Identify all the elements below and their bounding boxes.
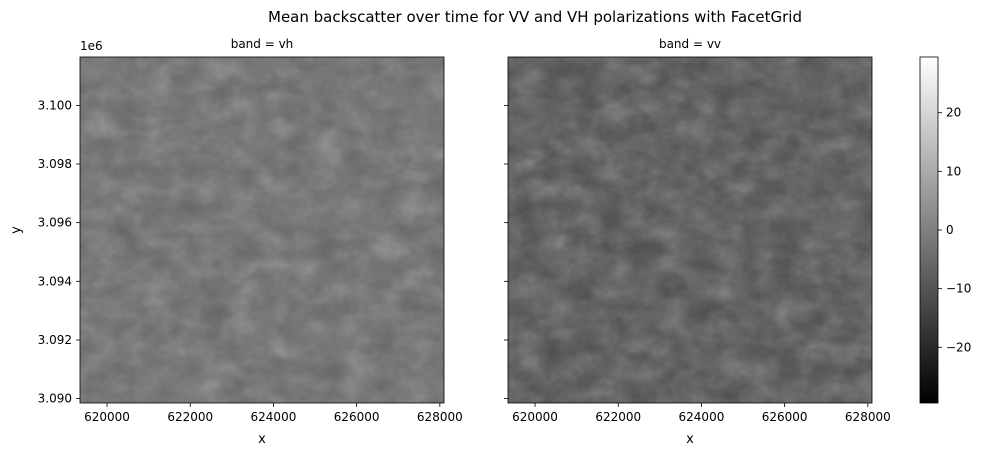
- colorbar-tick-label: −10: [946, 282, 971, 296]
- colorbar: −20 −10 0 10 20: [919, 56, 971, 404]
- x-tick-label: 622000: [595, 410, 641, 424]
- colorbar-tick-label: 20: [946, 106, 961, 120]
- y-tick-label: 3.090: [38, 392, 72, 406]
- y-offset-text: 1e6: [80, 39, 103, 53]
- x-tick-label: 620000: [512, 410, 558, 424]
- x-axis-label: x: [686, 432, 694, 447]
- axes-frame-vh: [79, 56, 445, 404]
- y-tick-label: 3.096: [38, 216, 72, 230]
- y-tick-label: 3.098: [38, 157, 72, 171]
- x-tick-label: 622000: [167, 410, 213, 424]
- x-tick-label: 628000: [417, 410, 463, 424]
- y-axis-label: y: [9, 226, 24, 234]
- x-tick-label: 624000: [251, 410, 297, 424]
- y-tick-label: 3.092: [38, 333, 72, 347]
- chart-title: Mean backscatter over time for VV and VH…: [268, 8, 802, 26]
- image-texture-vh: [80, 57, 444, 403]
- y-tick-label: 3.094: [38, 274, 72, 288]
- x-tick-label: 620000: [84, 410, 130, 424]
- colorbar-gradient: [919, 56, 939, 404]
- colorbar-tick-label: −20: [946, 340, 971, 354]
- x-tick-label: 626000: [762, 410, 808, 424]
- panel-title-vh: band = vh: [231, 37, 294, 51]
- x-tick-label: 626000: [334, 410, 380, 424]
- facet-panel-vh: band = vh 620000 622000 624000 626000 628000 x…: [9, 37, 463, 447]
- axes-frame-vv: [507, 56, 873, 404]
- facet-panel-vv: band = vv 620000 622000 624000 626000 628000 x: [504, 37, 891, 447]
- panel-title-vv: band = vv: [659, 37, 721, 51]
- x-axis-label: x: [258, 432, 266, 447]
- y-tick-label: 3.100: [38, 98, 72, 112]
- x-tick-label: 628000: [845, 410, 891, 424]
- x-tick-label: 624000: [679, 410, 725, 424]
- colorbar-tick-label: 10: [946, 164, 961, 178]
- colorbar-tick-label: 0: [946, 223, 954, 237]
- image-texture-vv: [508, 57, 872, 403]
